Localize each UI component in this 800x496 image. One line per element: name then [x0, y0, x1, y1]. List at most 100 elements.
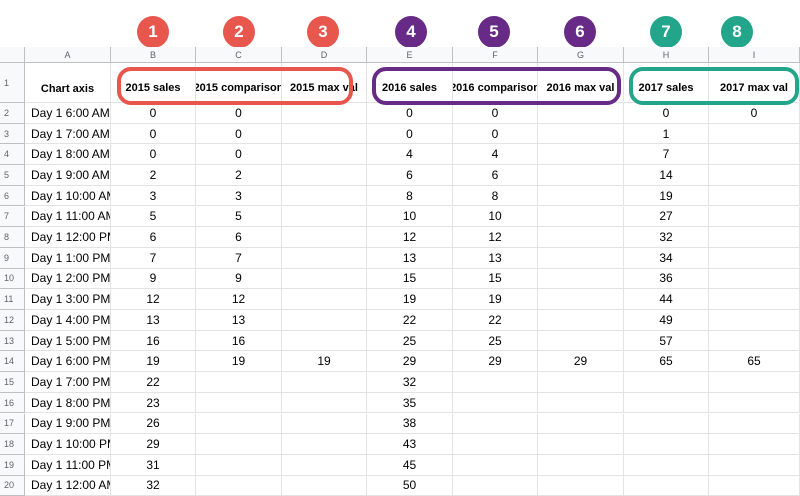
cell-d[interactable]: [282, 103, 367, 124]
cell-h[interactable]: 49: [624, 310, 709, 331]
cell-e[interactable]: 50: [367, 475, 453, 496]
row-number[interactable]: 7: [0, 206, 25, 228]
cell-h[interactable]: 19: [624, 185, 709, 207]
column-header-c[interactable]: C: [196, 47, 282, 63]
cell-b[interactable]: 3: [111, 185, 196, 207]
cell-d[interactable]: [282, 123, 367, 145]
row-number[interactable]: 8: [0, 227, 25, 248]
cell-e[interactable]: 6: [367, 165, 453, 186]
cell-f[interactable]: 29: [453, 351, 538, 373]
row-number[interactable]: 20: [0, 475, 25, 496]
cell-a[interactable]: Day 1 10:00 AM: [25, 185, 111, 207]
cell-c[interactable]: 13: [196, 310, 282, 331]
column-header-e[interactable]: E: [367, 47, 453, 63]
row-number[interactable]: 18: [0, 434, 25, 455]
cell-a[interactable]: Day 1 6:00 AM: [25, 103, 111, 124]
column-header-b[interactable]: B: [111, 47, 196, 63]
cell-g[interactable]: [538, 330, 624, 352]
cell-a[interactable]: Day 1 8:00 AM: [25, 144, 111, 166]
cell-h[interactable]: 14: [624, 165, 709, 186]
cell-a[interactable]: Day 1 11:00 PM: [25, 454, 111, 476]
cell-a[interactable]: Day 1 10:00 PM: [25, 434, 111, 455]
row-number[interactable]: 10: [0, 268, 25, 290]
cell-i[interactable]: 0: [709, 103, 800, 124]
cell-e[interactable]: 35: [367, 392, 453, 414]
cell-g[interactable]: [538, 289, 624, 310]
cell-d[interactable]: [282, 392, 367, 414]
cell-a[interactable]: Day 1 11:00 AM: [25, 206, 111, 228]
cell-e[interactable]: 43: [367, 434, 453, 455]
cell-b[interactable]: 7: [111, 247, 196, 269]
cell-i[interactable]: [709, 289, 800, 310]
cell-f[interactable]: [453, 475, 538, 496]
cell-a[interactable]: Day 1 12:00 AM: [25, 475, 111, 496]
cell-e[interactable]: 10: [367, 206, 453, 228]
cell-i[interactable]: [709, 454, 800, 476]
cell-a[interactable]: Day 1 1:00 PM: [25, 247, 111, 269]
cell-b[interactable]: 32: [111, 475, 196, 496]
cell-a[interactable]: Day 1 2:00 PM: [25, 268, 111, 290]
cell-b[interactable]: 0: [111, 103, 196, 124]
row-number[interactable]: 17: [0, 413, 25, 435]
cell-a[interactable]: Day 1 6:00 PM: [25, 351, 111, 373]
cell-g[interactable]: [538, 454, 624, 476]
cell-f[interactable]: 25: [453, 330, 538, 352]
cell-d[interactable]: [282, 247, 367, 269]
cell-i[interactable]: [709, 247, 800, 269]
cell-f[interactable]: 8: [453, 185, 538, 207]
row-number[interactable]: 15: [0, 372, 25, 393]
cell-b[interactable]: 12: [111, 289, 196, 310]
cell-e[interactable]: 8: [367, 185, 453, 207]
cell-g[interactable]: [538, 123, 624, 145]
cell-d[interactable]: 19: [282, 351, 367, 373]
row-number[interactable]: 9: [0, 247, 25, 269]
cell-c[interactable]: 0: [196, 123, 282, 145]
cell-i[interactable]: [709, 268, 800, 290]
cell-a[interactable]: Day 1 5:00 PM: [25, 330, 111, 352]
cell-e[interactable]: 32: [367, 372, 453, 393]
cell-f[interactable]: 4: [453, 144, 538, 166]
cell-i[interactable]: [709, 144, 800, 166]
cell-a[interactable]: Day 1 7:00 PM: [25, 372, 111, 393]
cell-h[interactable]: [624, 475, 709, 496]
cell-b[interactable]: 6: [111, 227, 196, 248]
cell-h[interactable]: [624, 372, 709, 393]
cell-g[interactable]: [538, 185, 624, 207]
cell-e[interactable]: 29: [367, 351, 453, 373]
cell-e[interactable]: 19: [367, 289, 453, 310]
row-number[interactable]: 3: [0, 123, 25, 145]
column-header-i[interactable]: I: [709, 47, 800, 63]
cell-g[interactable]: 29: [538, 351, 624, 373]
cell-d[interactable]: [282, 165, 367, 186]
cell-h[interactable]: 65: [624, 351, 709, 373]
cell-b[interactable]: 0: [111, 123, 196, 145]
row-number[interactable]: 11: [0, 289, 25, 310]
cell-e[interactable]: 0: [367, 103, 453, 124]
cell-e[interactable]: 4: [367, 144, 453, 166]
cell-h[interactable]: 7: [624, 144, 709, 166]
cell-d[interactable]: [282, 413, 367, 435]
cell-f[interactable]: [453, 392, 538, 414]
cell-b[interactable]: 23: [111, 392, 196, 414]
cell-a[interactable]: Day 1 7:00 AM: [25, 123, 111, 145]
cell-c[interactable]: 0: [196, 144, 282, 166]
cell-f[interactable]: 12: [453, 227, 538, 248]
cell-d[interactable]: [282, 454, 367, 476]
cell-e[interactable]: 22: [367, 310, 453, 331]
cell-h[interactable]: 44: [624, 289, 709, 310]
cell-d[interactable]: [282, 310, 367, 331]
cell-a[interactable]: Day 1 9:00 PM: [25, 413, 111, 435]
cell-h[interactable]: [624, 454, 709, 476]
row-number-1[interactable]: 1: [0, 63, 25, 103]
cell-g[interactable]: [538, 247, 624, 269]
cell-d[interactable]: [282, 434, 367, 455]
cell-d[interactable]: [282, 475, 367, 496]
cell-c[interactable]: 5: [196, 206, 282, 228]
cell-d[interactable]: [282, 289, 367, 310]
cell-b[interactable]: 9: [111, 268, 196, 290]
row-number[interactable]: 12: [0, 310, 25, 331]
cell-f[interactable]: 10: [453, 206, 538, 228]
row-number[interactable]: 19: [0, 454, 25, 476]
cell-c[interactable]: 2: [196, 165, 282, 186]
cell-h[interactable]: [624, 413, 709, 435]
